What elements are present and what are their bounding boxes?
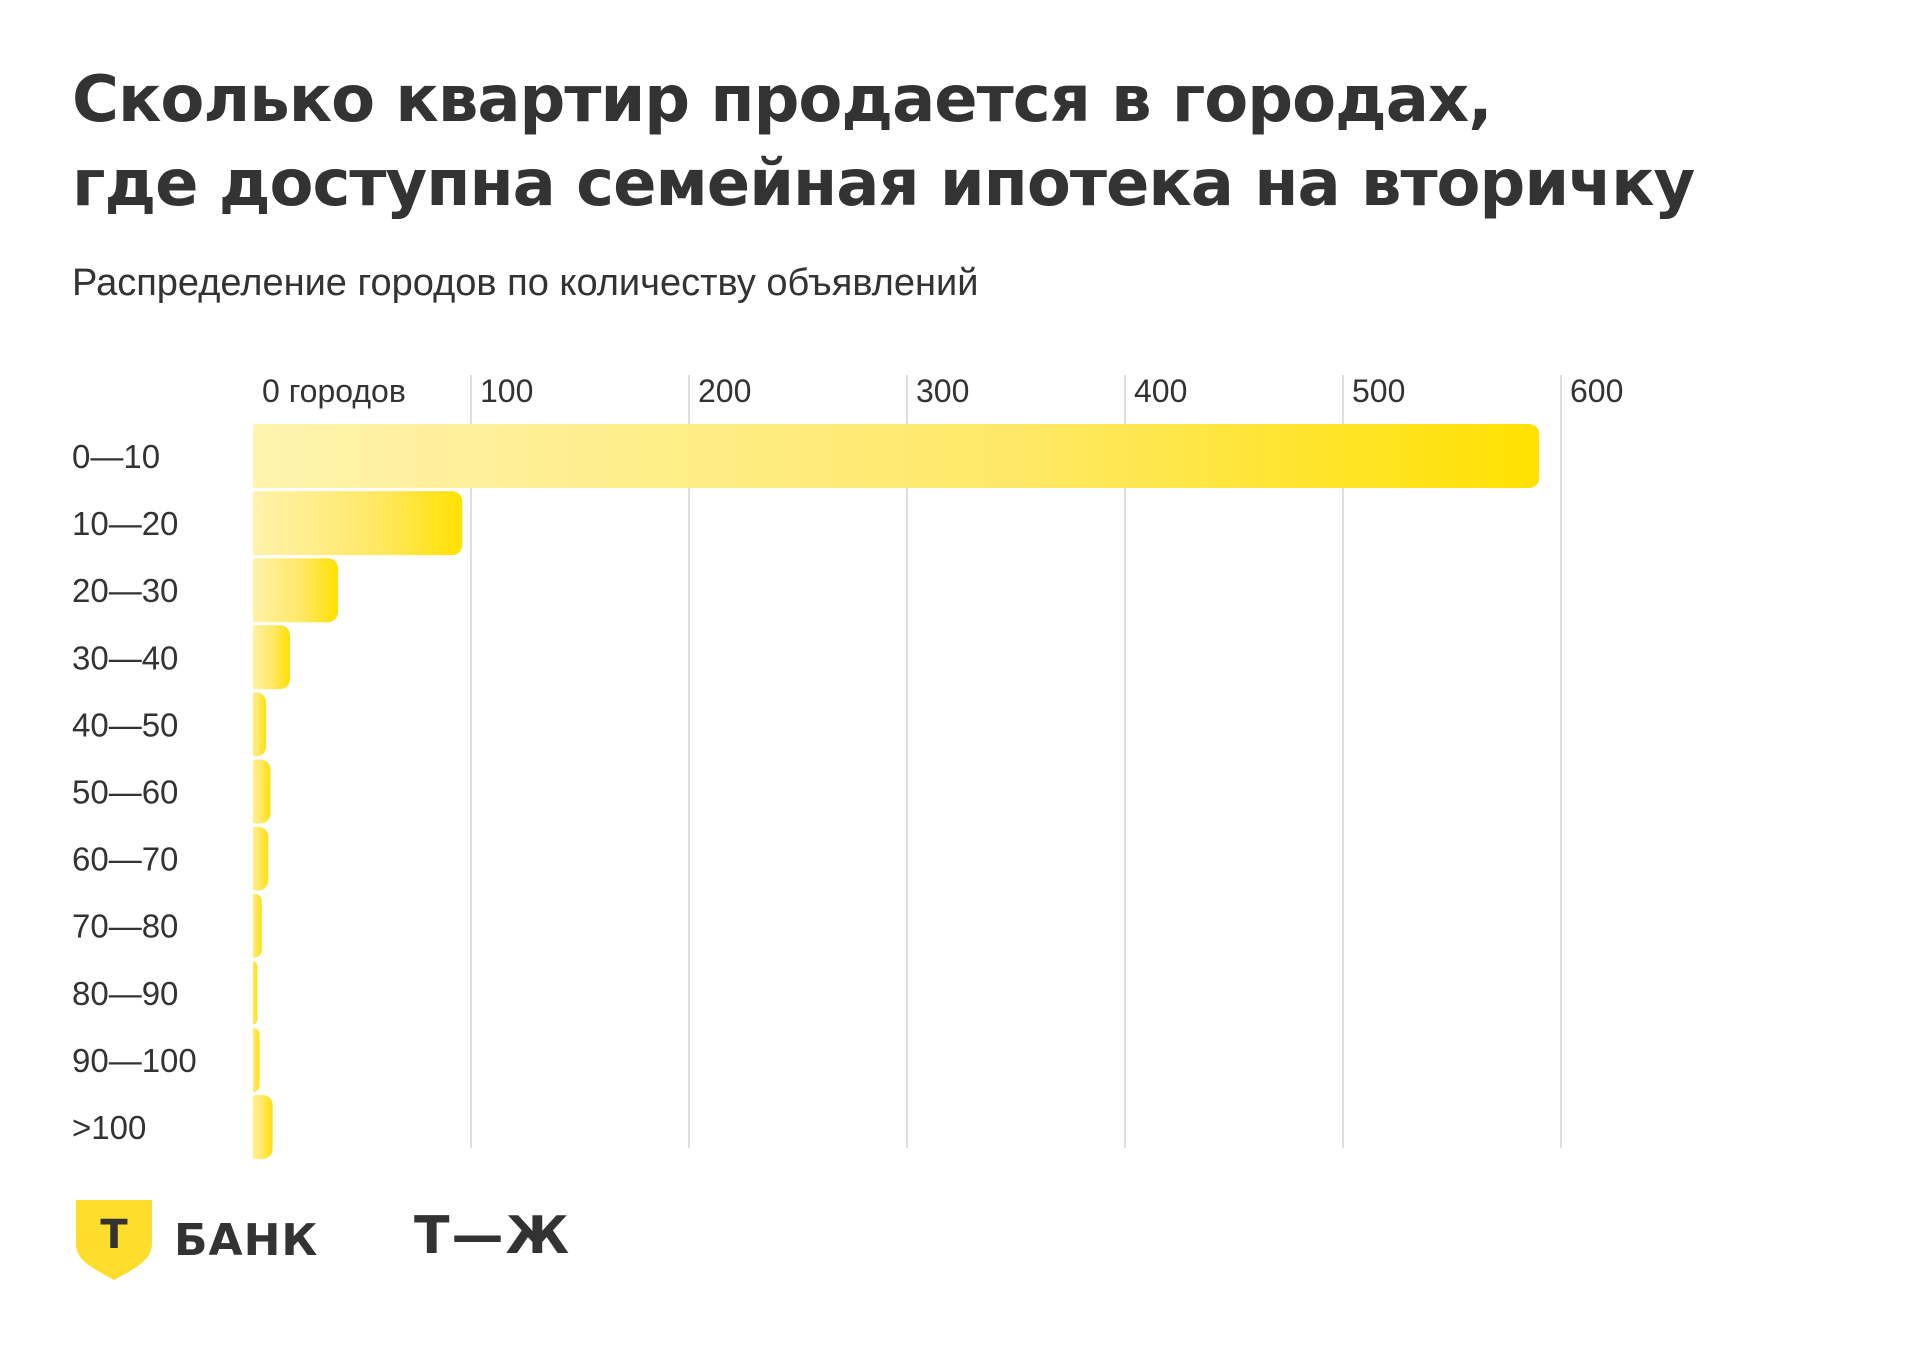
category-labels: 0—10 10—20 20—30 30—40 40—50 50—60 60—70 70—80 8… [72, 438, 197, 1146]
x-tick-label-500: 500 [1352, 373, 1405, 409]
category-label-8: 70—80 [72, 908, 178, 945]
x-axis-ticks: 0 городов 100 200 300 400 500 600 [262, 373, 1623, 409]
bar-4 [247, 625, 291, 690]
bars [245, 422, 1540, 1165]
chart-title-line-2: где доступна семейная ипотека на вторичк… [72, 147, 1695, 221]
bar-11 [247, 1095, 273, 1159]
tbank-shield-letter: Т [100, 1212, 128, 1258]
x-tick-label-300: 300 [916, 373, 969, 409]
category-label-9: 80—90 [72, 975, 178, 1012]
category-label-11: >100 [72, 1109, 146, 1146]
chart-subtitle: Распределение городов по количеству объя… [72, 262, 979, 304]
axis-edge-mask [245, 422, 253, 1165]
bar-3 [247, 558, 339, 623]
chart-title-line-1: Сколько квартир продается в городах, [72, 63, 1493, 137]
x-tick-label-200: 200 [698, 373, 751, 409]
category-label-1: 0—10 [72, 438, 160, 475]
category-label-6: 50—60 [72, 774, 178, 811]
x-tick-label-600: 600 [1570, 373, 1623, 409]
tbank-shield-icon: Т [76, 1200, 152, 1280]
grid-lines [470, 375, 1562, 1148]
tbank-logo: Т БАНК [76, 1200, 318, 1280]
bar-1 [247, 424, 1540, 488]
category-label-7: 60—70 [72, 841, 178, 878]
chart-title: Сколько квартир продается в городах, где… [72, 58, 1832, 226]
x-tick-label-400: 400 [1134, 373, 1187, 409]
bar-chart: 0 городов 100 200 300 400 500 600 0—10 10—20 20—… [72, 373, 1624, 1165]
tj-logo: Т—Ж [414, 1206, 572, 1266]
category-label-3: 20—30 [72, 572, 178, 609]
category-label-4: 30—40 [72, 639, 178, 676]
bar-2 [247, 491, 463, 556]
x-tick-label-100: 100 [480, 373, 533, 409]
category-label-10: 90—100 [72, 1042, 197, 1079]
tbank-wordmark: БАНК [174, 1214, 319, 1266]
category-label-2: 10—20 [72, 505, 178, 542]
category-label-5: 40—50 [72, 706, 178, 743]
x-tick-label-0: 0 городов [262, 373, 406, 409]
